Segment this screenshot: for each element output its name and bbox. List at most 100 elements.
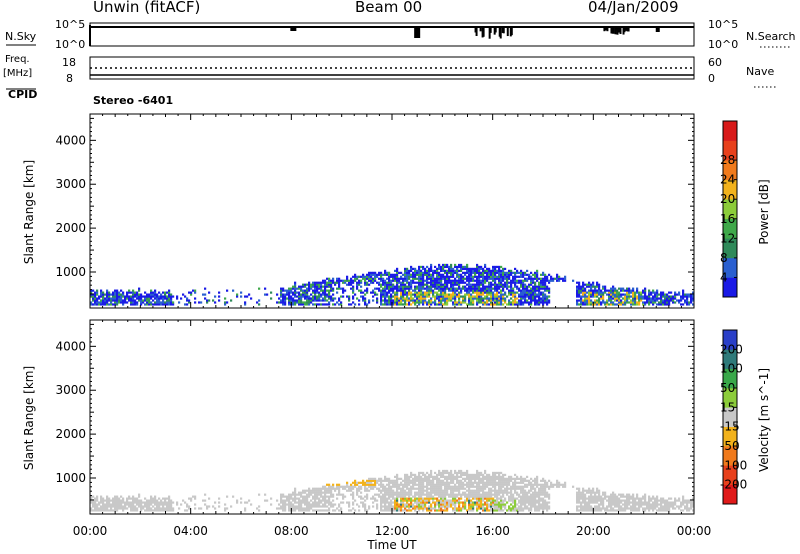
velocity-cell <box>424 493 427 496</box>
velocity-cell <box>162 507 165 510</box>
power-cell <box>618 301 621 304</box>
velocity-cell <box>318 503 321 506</box>
velocity-cell <box>506 481 509 484</box>
velocity-cell <box>416 501 419 504</box>
velocity-cell <box>408 495 411 498</box>
velocity-cell <box>384 479 387 482</box>
power-cell <box>578 285 581 288</box>
velocity-cell <box>304 507 307 510</box>
velocity-cell <box>562 483 565 486</box>
power-cell <box>290 297 293 300</box>
power-cell <box>446 279 449 282</box>
power-cell <box>608 295 611 298</box>
power-cell <box>116 293 119 296</box>
velocity-cell <box>512 497 515 500</box>
velocity-cell <box>474 473 477 477</box>
velocity-cell <box>498 485 501 488</box>
power-cell <box>422 287 425 290</box>
velocity-cell <box>156 503 159 506</box>
velocity-cell <box>388 505 391 508</box>
velocity-cell <box>576 491 579 494</box>
power-cell <box>374 287 377 290</box>
velocity-cell <box>436 489 439 492</box>
velocity-cell <box>90 499 93 502</box>
power-cell <box>104 299 107 302</box>
power-cell <box>500 283 503 286</box>
power-cell <box>342 287 345 290</box>
power-cell <box>548 281 551 284</box>
power-cell <box>544 279 547 282</box>
velocity-cell <box>410 509 413 512</box>
power-cell <box>500 303 503 306</box>
velocity-cell <box>448 499 451 502</box>
power-cell <box>508 293 511 296</box>
velocity-cell <box>398 493 401 496</box>
power-cell <box>258 287 261 290</box>
velocity-cell <box>358 495 361 498</box>
power-cell <box>648 293 651 296</box>
velocity-cell <box>386 483 389 486</box>
power-cell <box>688 293 691 296</box>
power-cell <box>364 293 367 296</box>
power-cell <box>368 273 371 276</box>
velocity-cell <box>576 507 579 510</box>
velocity-cell <box>612 501 615 504</box>
power-cell <box>588 299 591 302</box>
velocity-cell <box>518 505 521 508</box>
velocity-cell <box>626 505 629 508</box>
power-cell <box>478 265 481 269</box>
power-cell <box>338 287 341 290</box>
power-cell <box>324 279 327 282</box>
power-cell <box>332 289 335 292</box>
velocity-cell <box>446 503 449 506</box>
velocity-cell <box>164 501 167 504</box>
power-cell <box>628 297 631 300</box>
power-cell <box>506 271 509 274</box>
velocity-cell <box>432 481 435 484</box>
power-cell <box>682 297 685 300</box>
velocity-cell <box>432 487 435 490</box>
velocity-cell <box>422 491 425 494</box>
velocity-cell <box>466 471 469 475</box>
power-cell <box>426 291 429 294</box>
power-cell <box>488 297 491 300</box>
velocity-cell <box>514 483 517 486</box>
velocity-cell <box>520 509 523 512</box>
velocity-cell <box>162 503 165 506</box>
velocity-cell <box>404 491 407 494</box>
power-cell <box>428 281 431 284</box>
velocity-cell <box>546 483 549 486</box>
velocity-cell <box>534 479 537 482</box>
velocity-cell <box>404 495 407 498</box>
velocity-cell <box>280 495 283 498</box>
power-cell <box>406 269 409 272</box>
velocity-cell <box>120 495 123 498</box>
power-cell <box>354 303 357 306</box>
velocity-cell <box>472 475 475 478</box>
velocity-cell <box>542 491 545 494</box>
power-cell <box>436 267 439 271</box>
velocity-cell <box>388 487 391 490</box>
power-cell <box>364 279 367 282</box>
velocity-cell <box>348 503 351 506</box>
velocity-cell <box>586 489 589 492</box>
velocity-cell <box>324 493 327 496</box>
velocity-cell <box>502 495 505 498</box>
velocity-cell <box>422 503 425 506</box>
velocity-cell <box>364 481 367 484</box>
power-cell <box>654 299 657 302</box>
velocity-cell <box>476 489 479 492</box>
velocity-cell <box>394 483 397 486</box>
velocity-cell <box>582 509 585 512</box>
power-cell <box>436 295 439 298</box>
velocity-cell <box>508 507 511 510</box>
velocity-cell <box>366 481 369 484</box>
power-cell <box>512 279 515 282</box>
velocity-cell <box>482 487 485 490</box>
power-cell <box>510 279 513 282</box>
power-cell <box>422 279 425 282</box>
velocity-cell <box>480 501 483 504</box>
power-cell <box>132 295 135 298</box>
power-cell <box>314 281 317 284</box>
velocity-cell <box>130 497 133 500</box>
